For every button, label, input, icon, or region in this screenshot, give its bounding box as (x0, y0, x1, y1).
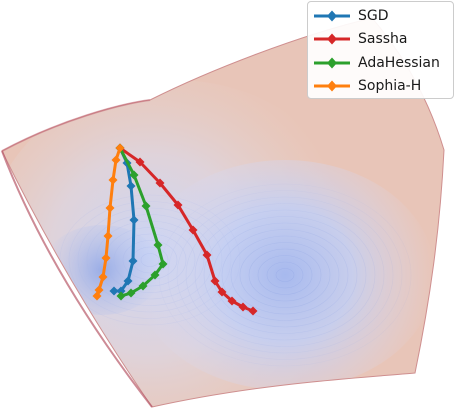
legend: SGD Sassha AdaHessian Sophia-H (307, 1, 454, 99)
legend-swatch-sassha (314, 33, 350, 45)
series-point-sophia-h (98, 272, 108, 282)
series-point-adahessian (129, 170, 139, 180)
surface-contour (176, 196, 394, 354)
series-point-sophia-h (115, 143, 125, 153)
legend-item-sassha: Sassha (314, 28, 453, 52)
series-point-sophia-h (103, 231, 113, 241)
series-point-adahessian (138, 281, 148, 291)
legend-swatch-sophia-h (314, 80, 350, 92)
series-point-sophia-h (108, 175, 118, 185)
series-point-sassha (227, 296, 237, 306)
surface-contour (68, 201, 232, 319)
series-point-sassha (188, 225, 198, 235)
series-point-sassha (248, 306, 258, 316)
series-point-sophia-h (92, 291, 102, 301)
series-point-sassha (135, 157, 145, 167)
series-point-adahessian (116, 291, 126, 301)
legend-item-sgd: SGD (314, 4, 453, 28)
series-point-sophia-h (111, 155, 121, 165)
series-point-sassha (155, 178, 165, 188)
series-adahessian (115, 143, 168, 301)
legend-label-sassha: Sassha (358, 31, 408, 48)
legend-item-adahessian: AdaHessian (314, 51, 453, 75)
surface-contour (257, 255, 313, 295)
series-point-sophia-h (105, 203, 115, 213)
surface-contour (248, 248, 322, 302)
legend-item-sophia-h: Sophia-H (314, 75, 453, 99)
legend-swatch-adahessian (314, 57, 350, 69)
series-point-adahessian (158, 259, 168, 269)
series-sassha (115, 143, 258, 316)
series-point-sgd (123, 276, 133, 286)
series-point-sgd (129, 215, 139, 225)
series-point-adahessian (150, 270, 160, 280)
series-point-sassha (238, 302, 248, 312)
series-point-sgd (116, 286, 126, 296)
series-point-sgd (109, 286, 119, 296)
surface-contour (194, 209, 376, 341)
surface-contour (113, 233, 187, 287)
surface-contour (140, 253, 160, 267)
surface-contour (167, 190, 403, 360)
surface-contour (275, 268, 295, 282)
series-point-sassha (217, 287, 227, 297)
series-sophia-h (92, 143, 125, 301)
surface-contour (185, 203, 385, 347)
legend-label-sgd: SGD (358, 7, 389, 24)
series-point-sgd (128, 256, 138, 266)
series-point-sassha (210, 276, 220, 286)
series-point-sassha (173, 200, 183, 210)
series-point-sophia-h (101, 253, 111, 263)
surface-contour (239, 242, 331, 308)
surface-contour (203, 216, 367, 334)
legend-label-adahessian: AdaHessian (358, 54, 440, 71)
surface-edge-shadow (1, 150, 153, 408)
series-point-adahessian (126, 288, 136, 298)
surface-contour (77, 207, 223, 313)
legend-label-sophia-h: Sophia-H (358, 78, 422, 95)
surface-contour (266, 261, 304, 289)
trajectory-series (92, 143, 258, 316)
surface-contour (230, 235, 340, 315)
surface-edge-shadow-top (1, 99, 151, 152)
legend-swatch-sgd (314, 10, 350, 22)
series-point-adahessian (153, 240, 163, 250)
surface-contour (221, 229, 349, 321)
series-point-sgd (126, 181, 136, 191)
series-point-adahessian (141, 201, 151, 211)
series-point-sassha (202, 250, 212, 260)
